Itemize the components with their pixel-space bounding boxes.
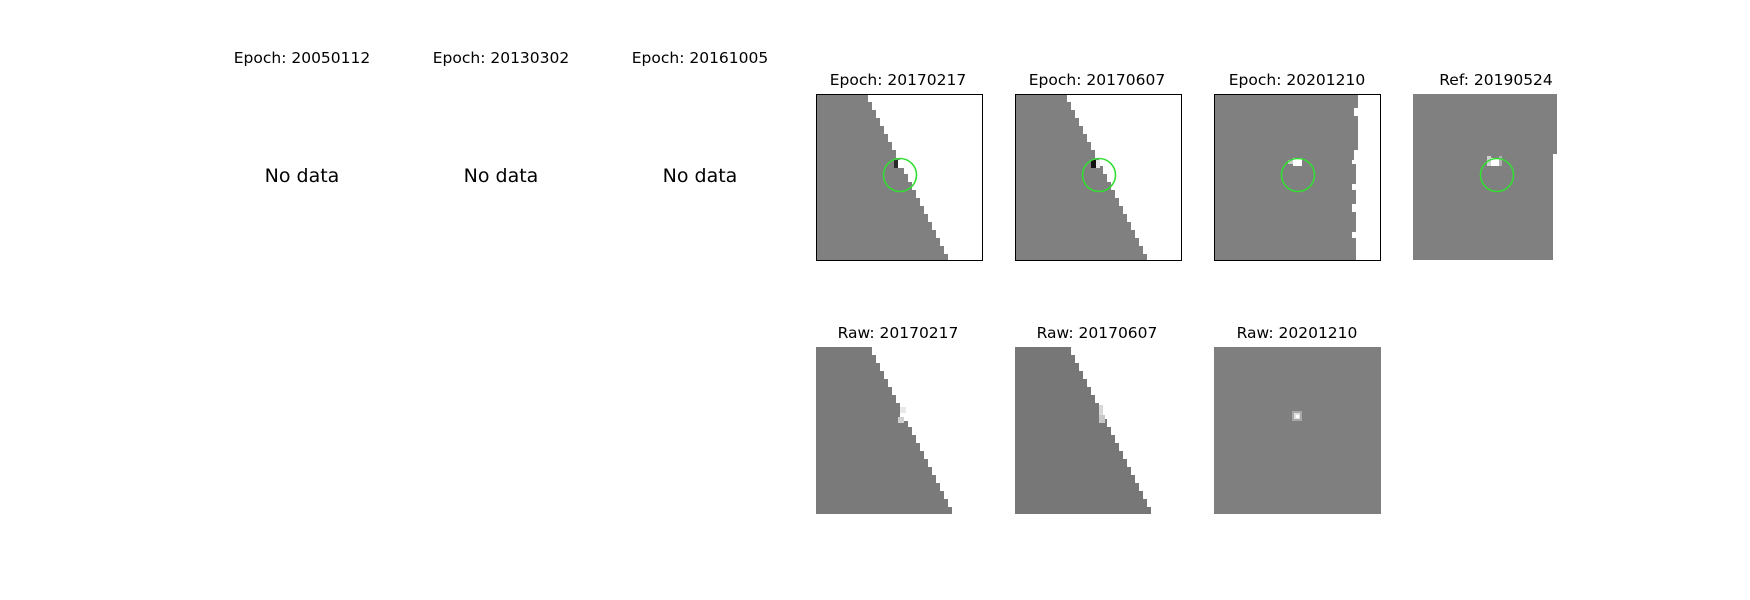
panel-title: Raw: 20170217 xyxy=(837,324,959,342)
panel-title: Epoch: 20201210 xyxy=(1228,71,1366,89)
panel-title: Epoch: 20161005 xyxy=(631,49,769,67)
target-marker-circle xyxy=(882,157,918,193)
no-data-label: No data xyxy=(264,165,340,187)
panel-title: Epoch: 20050112 xyxy=(233,49,371,67)
no-data-label: No data xyxy=(662,165,738,187)
panel-title: Ref: 20190524 xyxy=(1439,71,1553,89)
target-marker-circle xyxy=(1280,157,1316,193)
reference-image xyxy=(1413,94,1580,261)
target-marker-circle xyxy=(1081,157,1117,193)
target-marker-circle xyxy=(1479,157,1515,193)
raw-image xyxy=(1214,347,1381,514)
raw-image xyxy=(1015,347,1182,514)
panel-title: Raw: 20201210 xyxy=(1236,324,1358,342)
difference-image xyxy=(1015,94,1182,261)
panel-title: Epoch: 20130302 xyxy=(432,49,570,67)
panel-title: Raw: 20170607 xyxy=(1036,324,1158,342)
no-data-label: No data xyxy=(463,165,539,187)
difference-image xyxy=(1214,94,1381,261)
difference-image xyxy=(816,94,983,261)
panel-title: Epoch: 20170217 xyxy=(829,71,967,89)
panel-title: Epoch: 20170607 xyxy=(1028,71,1166,89)
raw-image xyxy=(816,347,983,514)
